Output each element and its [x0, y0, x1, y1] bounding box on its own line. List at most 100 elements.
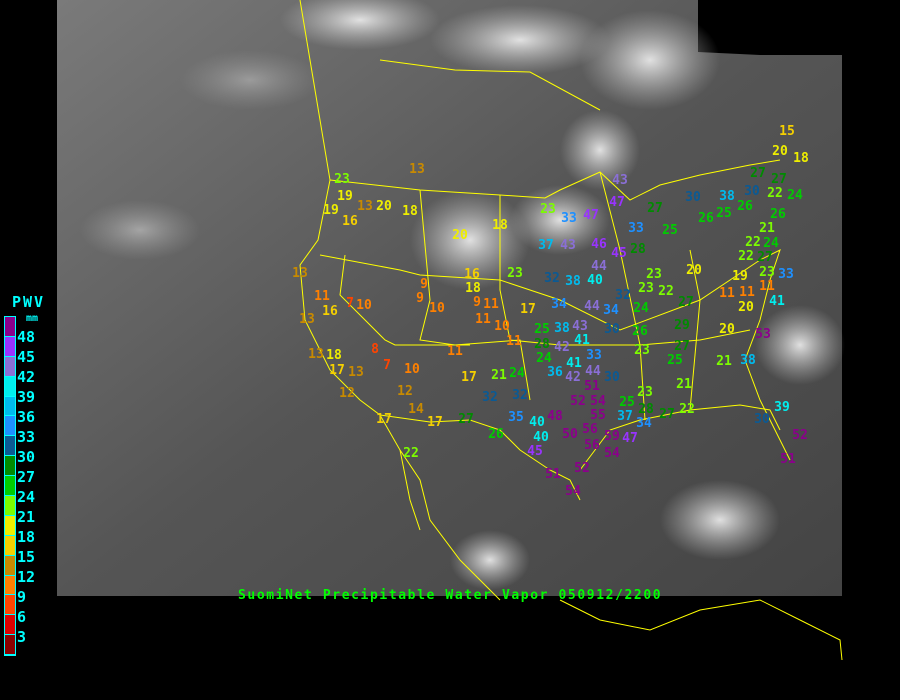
- station-pwv-value: 40: [529, 415, 545, 430]
- station-pwv-value: 36: [547, 365, 563, 380]
- station-pwv-value: 52: [574, 461, 590, 476]
- station-pwv-value: 45: [611, 246, 627, 261]
- legend-label: 15: [17, 548, 36, 566]
- station-pwv-value: 17: [461, 370, 477, 385]
- station-pwv-value: 24: [633, 301, 649, 316]
- legend-label: 12: [17, 568, 36, 586]
- station-pwv-value: 22: [403, 446, 419, 461]
- legend-swatch: [5, 555, 15, 576]
- station-pwv-value: 23: [540, 202, 556, 217]
- station-pwv-value: 54: [590, 394, 606, 409]
- station-pwv-value: 17: [520, 302, 536, 317]
- legend-swatch: [5, 635, 15, 656]
- station-pwv-value: 40: [533, 430, 549, 445]
- station-pwv-value: 22: [738, 249, 754, 264]
- station-pwv-value: 54: [565, 484, 581, 499]
- legend-label: 45: [17, 348, 36, 366]
- station-pwv-value: 13: [409, 162, 425, 177]
- station-pwv-value: 55: [590, 408, 606, 423]
- station-pwv-value: 50: [562, 427, 578, 442]
- station-pwv-value: 32: [544, 271, 560, 286]
- legend-label: 39: [17, 388, 36, 406]
- station-pwv-value: 11: [739, 285, 755, 300]
- legend-label: 27: [17, 468, 36, 486]
- legend-unit: mm: [26, 313, 39, 324]
- station-pwv-value: 18: [402, 204, 418, 219]
- station-pwv-value: 22: [658, 284, 674, 299]
- station-pwv-value: 24: [536, 351, 552, 366]
- station-pwv-value: 33: [586, 348, 602, 363]
- station-pwv-value: 32: [615, 288, 631, 303]
- station-pwv-value: 39: [774, 400, 790, 415]
- station-pwv-value: 47: [622, 431, 638, 446]
- station-pwv-value: 54: [604, 446, 620, 461]
- station-pwv-value: 27: [659, 407, 675, 422]
- station-pwv-value: 32: [512, 388, 528, 403]
- station-pwv-value: 18: [793, 151, 809, 166]
- station-pwv-value: 41: [566, 356, 582, 371]
- station-pwv-value: 59: [604, 429, 620, 444]
- station-pwv-value: 47: [583, 208, 599, 223]
- station-pwv-value: 29: [674, 318, 690, 333]
- legend-label: 30: [17, 448, 36, 466]
- station-pwv-value: 38: [740, 353, 756, 368]
- station-pwv-value: 30: [604, 322, 620, 337]
- station-pwv-value: 42: [554, 340, 570, 355]
- station-pwv-value: 34: [636, 416, 652, 431]
- station-pwv-value: 11: [314, 289, 330, 304]
- map-title: SuomiNet Precipitable Water Vapor 050912…: [238, 588, 663, 603]
- station-pwv-value: 23: [334, 172, 350, 187]
- station-pwv-value: 35: [508, 410, 524, 425]
- station-pwv-value: 30: [685, 190, 701, 205]
- legend-swatch: [5, 515, 15, 536]
- station-pwv-value: 13: [348, 365, 364, 380]
- legend-label: 21: [17, 508, 36, 526]
- station-pwv-value: 52: [792, 428, 808, 443]
- station-pwv-value: 15: [779, 124, 795, 139]
- station-pwv-value: 7: [383, 358, 391, 373]
- legend-color-bar: [4, 316, 16, 657]
- legend-swatch: [5, 456, 15, 477]
- legend-swatch: [5, 376, 15, 397]
- station-pwv-value: 14: [408, 402, 424, 417]
- station-pwv-value: 38: [554, 321, 570, 336]
- station-pwv-value: 23: [634, 343, 650, 358]
- station-pwv-value: 11: [483, 297, 499, 312]
- station-pwv-value: 25: [716, 206, 732, 221]
- station-pwv-value: 27: [757, 250, 773, 265]
- station-pwv-value: 24: [509, 366, 525, 381]
- station-pwv-value: 26: [737, 199, 753, 214]
- station-pwv-value: 33: [561, 211, 577, 226]
- station-pwv-value: 25: [534, 322, 550, 337]
- station-pwv-value: 11: [719, 286, 735, 301]
- station-pwv-value: 18: [326, 348, 342, 363]
- station-pwv-value: 9: [473, 295, 481, 310]
- station-pwv-value: 56: [582, 422, 598, 437]
- station-pwv-value: 26: [698, 211, 714, 226]
- station-pwv-value: 20: [738, 300, 754, 315]
- station-pwv-value: 52: [570, 394, 586, 409]
- station-pwv-value: 13: [357, 199, 373, 214]
- station-pwv-value: 56: [584, 438, 600, 453]
- station-pwv-value: 7: [346, 296, 354, 311]
- station-pwv-value: 38: [719, 189, 735, 204]
- station-pwv-value: 10: [429, 301, 445, 316]
- political-borders: [299, 0, 843, 661]
- station-pwv-value: 23: [638, 281, 654, 296]
- station-pwv-value: 51: [584, 379, 600, 394]
- legend-swatch: [5, 575, 15, 596]
- legend-label: 24: [17, 488, 36, 506]
- station-pwv-value: 25: [619, 395, 635, 410]
- station-pwv-value: 27: [674, 339, 690, 354]
- station-pwv-value: 26: [770, 207, 786, 222]
- station-pwv-value: 42: [565, 370, 581, 385]
- legend-swatch: [5, 317, 15, 337]
- station-pwv-value: 44: [585, 364, 601, 379]
- station-pwv-value: 22: [767, 186, 783, 201]
- station-pwv-value: 30: [744, 184, 760, 199]
- station-pwv-value: 23: [646, 267, 662, 282]
- station-pwv-value: 33: [778, 267, 794, 282]
- station-pwv-value: 10: [356, 298, 372, 313]
- legend-label: 9: [17, 588, 27, 606]
- station-pwv-value: 27: [750, 166, 766, 181]
